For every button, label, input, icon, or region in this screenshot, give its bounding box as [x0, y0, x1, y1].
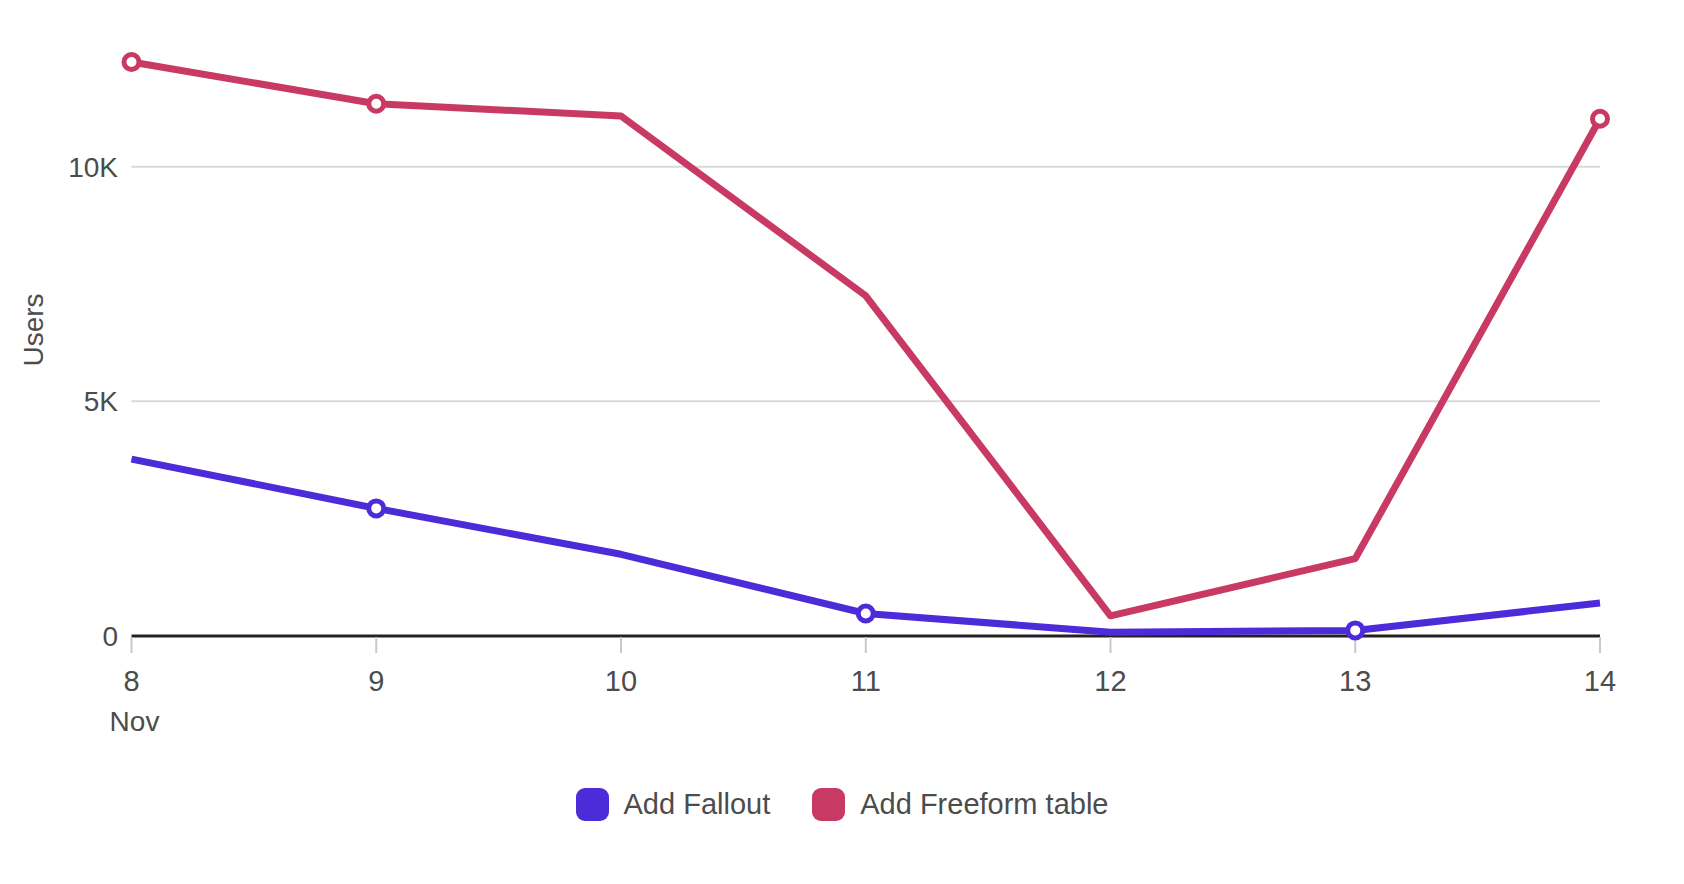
legend-label-add-fallout: Add Fallout — [624, 788, 771, 821]
y-axis-title: Users — [18, 293, 49, 366]
legend-item-add-freeform-table[interactable]: Add Freeform table — [812, 788, 1108, 821]
x-tick-label: 10 — [605, 665, 637, 697]
x-tick-label: 9 — [368, 665, 384, 697]
y-tick-label: 5K — [84, 386, 119, 417]
data-point-marker-add-fallout — [369, 501, 384, 516]
legend-label-add-freeform-table: Add Freeform table — [860, 788, 1108, 821]
data-point-marker-add-fallout — [858, 606, 873, 621]
chart-legend: Add Fallout Add Freeform table — [0, 788, 1684, 821]
y-tick-label: 0 — [102, 621, 118, 652]
y-tick-label: 10K — [68, 152, 118, 183]
series-line-add-freeform-table — [132, 62, 1601, 616]
legend-swatch-add-fallout — [576, 788, 609, 821]
x-tick-label: 12 — [1094, 665, 1126, 697]
x-axis-month-label: Nov — [110, 706, 160, 737]
chart-canvas: 0 5K 10K 8 9 10 11 12 13 14 Nov Users — [0, 0, 1684, 762]
x-tick-label: 13 — [1339, 665, 1371, 697]
x-tick-label: 8 — [123, 665, 139, 697]
x-tick-label: 11 — [851, 665, 881, 697]
data-point-marker-add-fallout — [1348, 623, 1363, 638]
legend-item-add-fallout[interactable]: Add Fallout — [576, 788, 771, 821]
legend-swatch-add-freeform-table — [812, 788, 845, 821]
data-point-marker-add-freeform-table — [369, 96, 384, 111]
data-point-marker-add-freeform-table — [1593, 111, 1608, 126]
line-chart: 0 5K 10K 8 9 10 11 12 13 14 Nov Users Add Fallout A… — [0, 0, 1684, 884]
x-tick-label: 14 — [1584, 665, 1616, 697]
data-point-marker-add-freeform-table — [124, 55, 139, 70]
